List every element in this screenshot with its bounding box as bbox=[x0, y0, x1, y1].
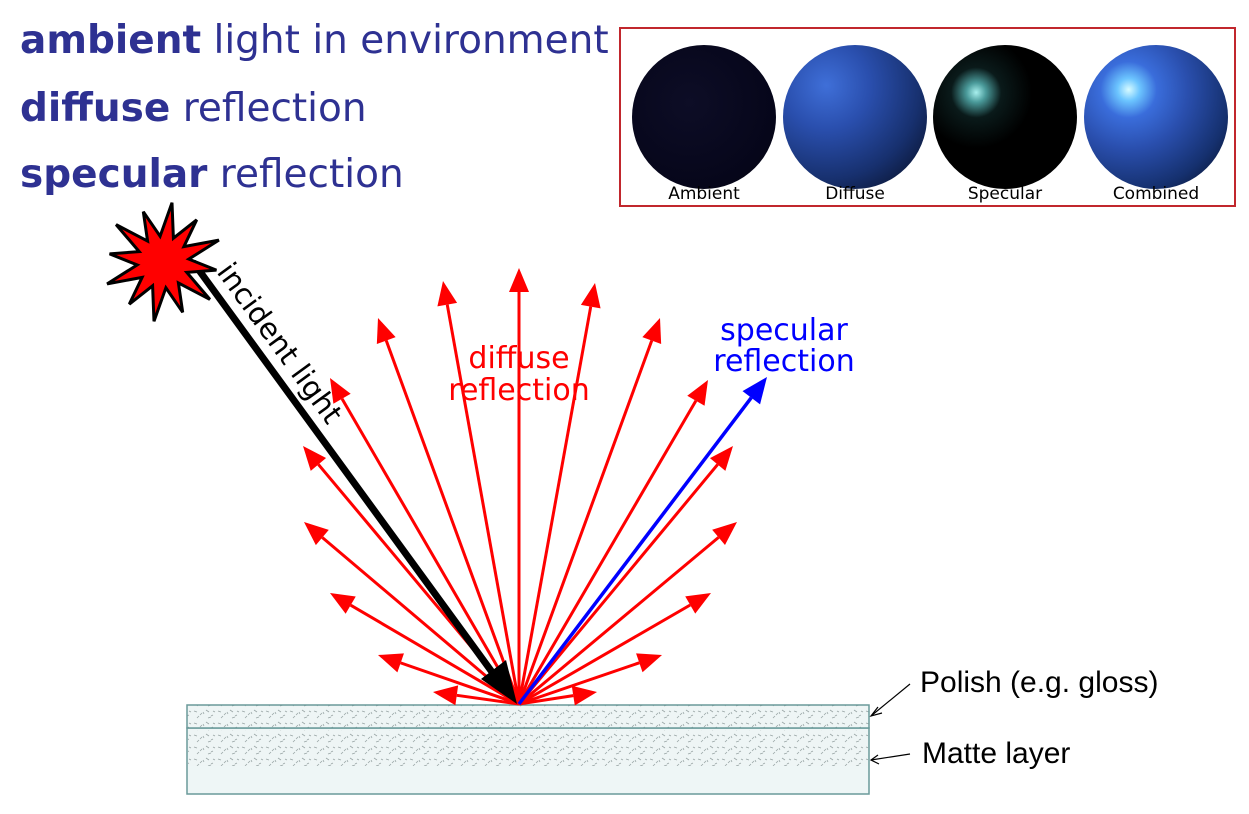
light-source-burst bbox=[106, 202, 220, 322]
specular-ray bbox=[517, 377, 767, 706]
specular-ray-group bbox=[517, 377, 767, 706]
incident-arrowhead bbox=[481, 660, 517, 704]
diffuse-sphere bbox=[783, 45, 927, 189]
diffuse-ray-14 bbox=[378, 653, 520, 706]
diffuse-ray-7 bbox=[517, 380, 708, 705]
combined-label: Combined bbox=[1112, 184, 1200, 204]
ambient-label: Ambient bbox=[668, 184, 740, 204]
diffuse-rays bbox=[303, 268, 737, 706]
specular-label-line2: reflection bbox=[713, 344, 854, 379]
combined-sphere bbox=[1084, 45, 1228, 189]
diffuse-ray-17 bbox=[518, 685, 597, 706]
diffuse-ray-6 bbox=[330, 378, 521, 705]
heading-diffuse: diffuse reflection bbox=[20, 86, 367, 131]
specular-label: Specular bbox=[967, 184, 1043, 204]
incident-light-label: incident light bbox=[210, 256, 349, 430]
heading-specular: specular reflection bbox=[20, 152, 404, 197]
diffuse-ray-13 bbox=[518, 593, 711, 706]
diffuse-label-line1: diffuse bbox=[468, 341, 569, 376]
diffuse-ray-11 bbox=[518, 522, 737, 706]
incident-ray bbox=[190, 259, 503, 686]
diffuse-label-line2: reflection bbox=[448, 373, 589, 408]
polish-layer-label: Polish (e.g. gloss) bbox=[920, 666, 1159, 699]
incident-ray-group bbox=[190, 259, 517, 704]
heading-specular-bold: specular bbox=[20, 152, 208, 197]
diffuse-ray-12 bbox=[330, 593, 520, 706]
diffuse-ray-9 bbox=[517, 446, 733, 705]
polish-layer bbox=[186, 704, 870, 729]
specular-sphere bbox=[933, 45, 1077, 189]
diffuse-ray-4 bbox=[376, 318, 521, 705]
surface bbox=[186, 704, 870, 795]
ambient-sphere bbox=[632, 45, 776, 189]
polish-pointer bbox=[869, 683, 911, 718]
diffuse-ray-1 bbox=[509, 268, 529, 704]
diffuse-ray-3 bbox=[517, 283, 601, 705]
diffuse-ray-5 bbox=[517, 318, 662, 705]
diffuse-ray-16 bbox=[433, 685, 520, 706]
heading-ambient: ambient light in environment bbox=[20, 18, 609, 63]
diffuse-ray-2 bbox=[437, 281, 521, 705]
heading-ambient-bold: ambient bbox=[20, 18, 202, 63]
heading-diffuse-rest: reflection bbox=[170, 86, 367, 131]
specular-label-line1: specular bbox=[720, 313, 848, 348]
heading-specular-rest: reflection bbox=[207, 152, 404, 197]
matte-layer-label: Matte layer bbox=[922, 737, 1071, 770]
diffuse-ray-15 bbox=[518, 653, 662, 706]
diffuse-label: Diffuse bbox=[825, 184, 885, 204]
matte-pointer bbox=[869, 753, 911, 765]
matte-texture bbox=[188, 730, 868, 766]
heading-diffuse-bold: diffuse bbox=[20, 86, 171, 131]
shading-spheres-panel: Ambient Diffuse Specular Combined bbox=[619, 27, 1236, 207]
heading-ambient-rest: light in environment bbox=[201, 18, 609, 63]
